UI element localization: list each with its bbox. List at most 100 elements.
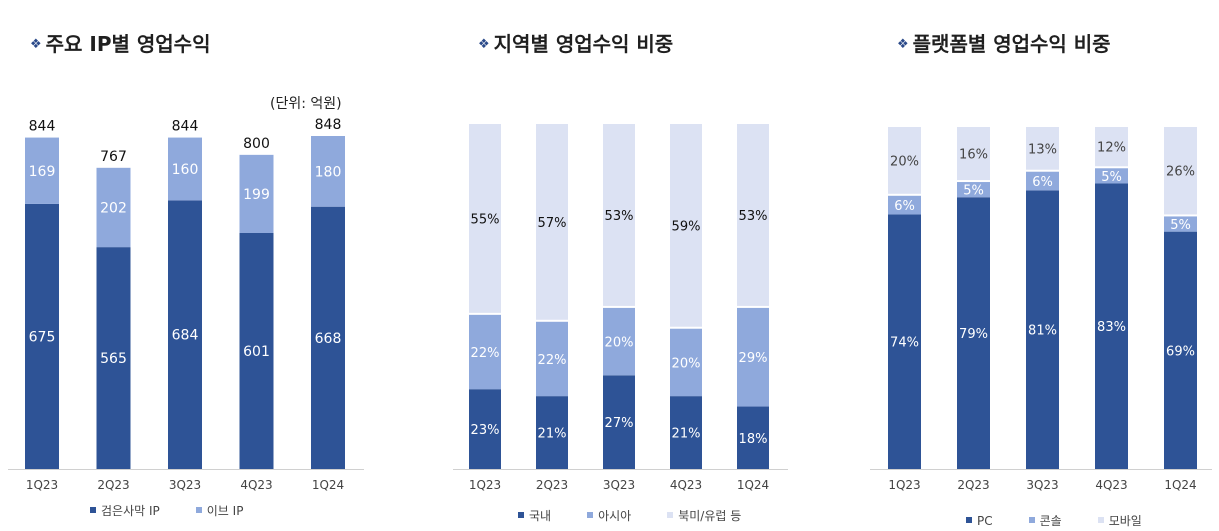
bar-segment [888, 214, 921, 469]
bar-segment [168, 137, 202, 201]
legend-item: 국내 [518, 507, 551, 524]
data-label: 199 [243, 187, 270, 203]
bar-segment [957, 197, 990, 470]
panel-region-share: ❖ 지역별 영업수익 비중 23% 22% 55% 1Q23 21% 22% 57% 2Q23 2… [420, 0, 820, 531]
legend-label: 북미/유럽 등 [678, 509, 742, 523]
legend-item: 북미/유럽 등 [667, 507, 741, 524]
legend-label: 아시아 [598, 509, 632, 523]
data-label: 74% [890, 336, 919, 351]
data-label: 27% [605, 416, 634, 431]
chart-ip-revenue: 675 169 844 1Q23 565 202 767 2Q23 684 160 844 3Q23 6… [8, 117, 364, 492]
panel-title: ❖ 주요 IP별 영업수익 [30, 28, 210, 57]
data-label: 81% [1028, 324, 1057, 339]
legend-swatch-icon [587, 512, 594, 518]
data-label: 22% [471, 346, 500, 361]
bar-segment [737, 406, 769, 469]
legend-item: 검은사막 IP [90, 502, 160, 519]
x-tick-label: 2Q23 [97, 478, 129, 492]
bar-segment [888, 195, 921, 215]
bar-segment [469, 314, 501, 390]
diamond-bullet-icon: ❖ [30, 37, 42, 52]
data-label: 55% [471, 212, 500, 227]
total-label: 800 [243, 136, 270, 152]
bar-segment [737, 307, 769, 407]
panel-title: ❖ 지역별 영업수익 비중 [478, 28, 673, 57]
bar-segment [1026, 171, 1059, 191]
data-label: 21% [672, 427, 701, 442]
bar-segment [1026, 190, 1059, 470]
bar-segment [957, 127, 990, 181]
bar-segment [536, 124, 568, 320]
x-tick-label: 1Q23 [26, 478, 58, 492]
bar-segment [536, 396, 568, 469]
data-label: 53% [739, 209, 768, 224]
panel-ip-revenue: ❖ 주요 IP별 영업수익 (단위: 억원) 675 169 844 1Q23 565 20… [0, 0, 400, 531]
data-label: 57% [538, 216, 567, 231]
bar-segment [239, 154, 274, 233]
data-label: 21% [538, 427, 567, 442]
bar-segment [957, 182, 990, 198]
bar-segment [1164, 127, 1197, 215]
data-label: 20% [605, 336, 634, 351]
x-tick-label: 1Q24 [1164, 478, 1196, 492]
data-label: 53% [605, 209, 634, 224]
data-label: 79% [959, 327, 988, 342]
data-label: 69% [1166, 344, 1195, 359]
panel-title-text: 주요 IP별 영업수익 [45, 32, 211, 56]
data-label: 601 [243, 344, 270, 360]
total-label: 844 [172, 119, 199, 135]
bar-segment [469, 389, 501, 469]
data-label: 13% [1028, 142, 1057, 157]
data-label: 5% [1170, 218, 1191, 233]
x-tick-label: 1Q24 [737, 478, 769, 492]
panel-title-text: 플랫폼별 영업수익 비중 [912, 32, 1111, 56]
bar-segment [603, 375, 635, 469]
bar-segment [1026, 127, 1059, 170]
legend-swatch-icon [667, 512, 674, 518]
bar-segment [25, 203, 59, 470]
bar-segment [670, 124, 702, 327]
legend-label: 콘솔 [1039, 514, 1062, 528]
bar-segment [96, 247, 131, 469]
bar-segment [670, 328, 702, 397]
legend-swatch-icon [90, 507, 96, 513]
data-label: 5% [1101, 170, 1122, 185]
x-tick-label: 1Q23 [888, 478, 920, 492]
unit-label: (단위: 억원) [270, 96, 342, 112]
chart-legend: PC 콘솔 모바일 [966, 512, 1142, 529]
bar-segment [670, 396, 702, 469]
x-tick-label: 1Q23 [469, 478, 501, 492]
bar-segment [1095, 183, 1128, 470]
x-tick-label: 1Q24 [312, 478, 344, 492]
legend-label: 이브 IP [206, 504, 244, 518]
legend-label: 국내 [529, 509, 552, 523]
bar-segment [1095, 168, 1128, 184]
legend-item: 아시아 [587, 507, 631, 524]
legend-item: 콘솔 [1028, 512, 1062, 529]
chart-legend: 검은사막 IP 이브 IP [90, 502, 243, 519]
x-tick-label: 4Q23 [670, 478, 702, 492]
total-label: 767 [100, 149, 127, 165]
data-label: 6% [894, 199, 915, 214]
bar-segment [239, 232, 274, 469]
bar-segment [469, 124, 501, 313]
bar-segment [603, 307, 635, 376]
diamond-bullet-icon: ❖ [897, 37, 909, 52]
x-tick-label: 4Q23 [240, 478, 272, 492]
bar-segment [1164, 216, 1197, 232]
data-label: 565 [100, 351, 127, 367]
data-label: 6% [1032, 175, 1053, 190]
legend-item: PC [966, 514, 993, 528]
panel-platform-share: ❖ 플랫폼별 영업수익 비중 74% 6% 20% 1Q23 79% 5% 16% 2Q23 81… [830, 0, 1219, 531]
x-tick-label: 4Q23 [1095, 478, 1127, 492]
data-label: 160 [172, 162, 199, 178]
data-label: 23% [471, 423, 500, 438]
data-label: 26% [1166, 165, 1195, 180]
legend-swatch-icon [966, 517, 972, 523]
bar-segment [603, 124, 635, 306]
panel-title: ❖ 플랫폼별 영업수익 비중 [897, 28, 1111, 57]
bar-segment [1095, 127, 1128, 167]
x-tick-label: 2Q23 [536, 478, 568, 492]
legend-label: 모바일 [1108, 514, 1142, 528]
x-tick-label: 3Q23 [169, 478, 201, 492]
